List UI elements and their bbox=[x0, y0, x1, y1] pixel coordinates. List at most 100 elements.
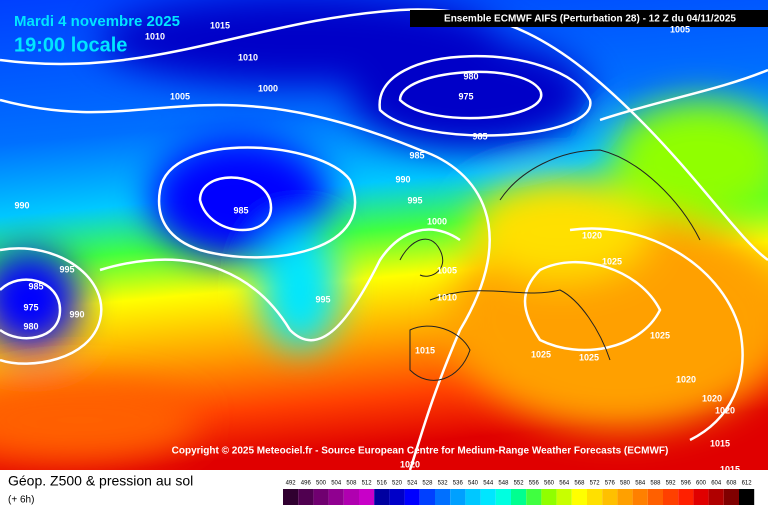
isobar-label: 1010 bbox=[437, 292, 457, 302]
isobar-label: 1015 bbox=[720, 464, 740, 474]
legend-level: 596 bbox=[681, 481, 692, 487]
legend-level: 492 bbox=[286, 481, 297, 487]
legend-swatch bbox=[389, 489, 405, 505]
isobar-label: 995 bbox=[407, 195, 422, 205]
isobar-label: 1020 bbox=[400, 459, 420, 469]
legend-swatch bbox=[693, 489, 709, 505]
legend-level: 556 bbox=[529, 481, 540, 487]
legend-level: 516 bbox=[377, 481, 388, 487]
legend-swatch bbox=[708, 489, 724, 505]
legend-swatch bbox=[723, 489, 739, 505]
legend-swatch bbox=[343, 489, 359, 505]
legend-swatch bbox=[404, 489, 420, 505]
isobar-label: 995 bbox=[315, 294, 330, 304]
legend-swatch bbox=[663, 489, 679, 505]
legend-swatch bbox=[313, 489, 329, 505]
legend-swatch bbox=[359, 489, 375, 505]
legend-level: 568 bbox=[574, 481, 585, 487]
isobar-label: 1010 bbox=[145, 31, 165, 41]
isobar-label: 985 bbox=[233, 205, 248, 215]
time-label: 19:00 locale bbox=[14, 34, 127, 56]
legend-level: 544 bbox=[483, 481, 494, 487]
isobar-label: 1005 bbox=[437, 265, 457, 275]
legend-level: 500 bbox=[316, 481, 327, 487]
isobar-label: 975 bbox=[23, 302, 38, 312]
isobar-label: 1025 bbox=[650, 330, 670, 340]
copyright: Copyright © 2025 Meteociel.fr - Source E… bbox=[172, 446, 669, 457]
isobar-label: 1015 bbox=[210, 20, 230, 30]
legend-swatch bbox=[435, 489, 451, 505]
isobar-label: 990 bbox=[69, 309, 84, 319]
isobar-label: 985 bbox=[28, 281, 43, 291]
legend-level: 604 bbox=[711, 481, 722, 487]
legend-swatch bbox=[739, 489, 755, 505]
isobar-label: 980 bbox=[463, 71, 478, 81]
isobar-label: 1020 bbox=[702, 393, 722, 403]
isobar-label: 1005 bbox=[170, 91, 190, 101]
isobar-label: 1010 bbox=[238, 52, 258, 62]
legend-level: 548 bbox=[498, 481, 509, 487]
legend-swatch bbox=[465, 489, 481, 505]
legend-swatch bbox=[511, 489, 527, 505]
header-bar bbox=[410, 10, 768, 27]
legend-swatch bbox=[632, 489, 648, 505]
legend-level: 572 bbox=[590, 481, 601, 487]
legend-level: 508 bbox=[346, 481, 357, 487]
legend-level: 592 bbox=[666, 481, 677, 487]
legend-swatch bbox=[374, 489, 390, 505]
legend-level: 536 bbox=[453, 481, 464, 487]
isobar-label: 1000 bbox=[427, 216, 447, 226]
legend-level: 512 bbox=[362, 481, 373, 487]
isobar-label: 995 bbox=[59, 264, 74, 274]
isobar-label: 1020 bbox=[582, 230, 602, 240]
field-patches bbox=[0, 0, 768, 460]
legend-level: 532 bbox=[438, 481, 449, 487]
isobar-label: 1015 bbox=[710, 438, 730, 448]
legend-swatch bbox=[602, 489, 618, 505]
legend-level: 552 bbox=[514, 481, 525, 487]
isobar-label: 1005 bbox=[670, 24, 690, 34]
isobar-label: 990 bbox=[395, 174, 410, 184]
legend-swatch bbox=[526, 489, 542, 505]
legend-swatch bbox=[617, 489, 633, 505]
legend-level: 504 bbox=[331, 481, 342, 487]
legend-level: 580 bbox=[620, 481, 631, 487]
legend-level: 524 bbox=[407, 481, 418, 487]
legend-swatch bbox=[587, 489, 603, 505]
legend-title: Géop. Z500 & pression au sol bbox=[8, 473, 193, 489]
legend-swatch bbox=[495, 489, 511, 505]
isobars bbox=[0, 8, 768, 471]
isobar-label: 980 bbox=[23, 321, 38, 331]
coastlines bbox=[399, 149, 701, 381]
isobar-label: 1020 bbox=[676, 374, 696, 384]
legend-level: 540 bbox=[468, 481, 479, 487]
isobar-label: 985 bbox=[472, 131, 487, 141]
legend-swatch bbox=[678, 489, 694, 505]
isobar-label: 975 bbox=[458, 91, 473, 101]
model-header: Ensemble ECMWF AIFS (Perturbation 28) - … bbox=[444, 14, 736, 25]
isobar-label: 1025 bbox=[579, 352, 599, 362]
legend-swatch bbox=[283, 489, 299, 505]
legend-swatch bbox=[571, 489, 587, 505]
isobar-label: 990 bbox=[14, 200, 29, 210]
date-label: Mardi 4 novembre 2025 bbox=[14, 13, 180, 30]
legend-swatch bbox=[541, 489, 557, 505]
legend-level: 528 bbox=[422, 481, 433, 487]
legend-swatch bbox=[480, 489, 496, 505]
legend-swatch bbox=[328, 489, 344, 505]
legend-level: 608 bbox=[726, 481, 737, 487]
legend-swatch bbox=[647, 489, 663, 505]
isobar-label: 1020 bbox=[715, 405, 735, 415]
isobar-label: 985 bbox=[409, 150, 424, 160]
legend-level: 588 bbox=[650, 481, 661, 487]
legend-level: 600 bbox=[696, 481, 707, 487]
legend-level: 520 bbox=[392, 481, 403, 487]
legend-swatch bbox=[298, 489, 314, 505]
legend-level: 584 bbox=[635, 481, 646, 487]
isobar-label: 1015 bbox=[415, 345, 435, 355]
legend-swatch bbox=[556, 489, 572, 505]
legend-step: (+ 6h) bbox=[8, 495, 34, 506]
legend-level: 612 bbox=[742, 481, 753, 487]
legend-swatch bbox=[450, 489, 466, 505]
